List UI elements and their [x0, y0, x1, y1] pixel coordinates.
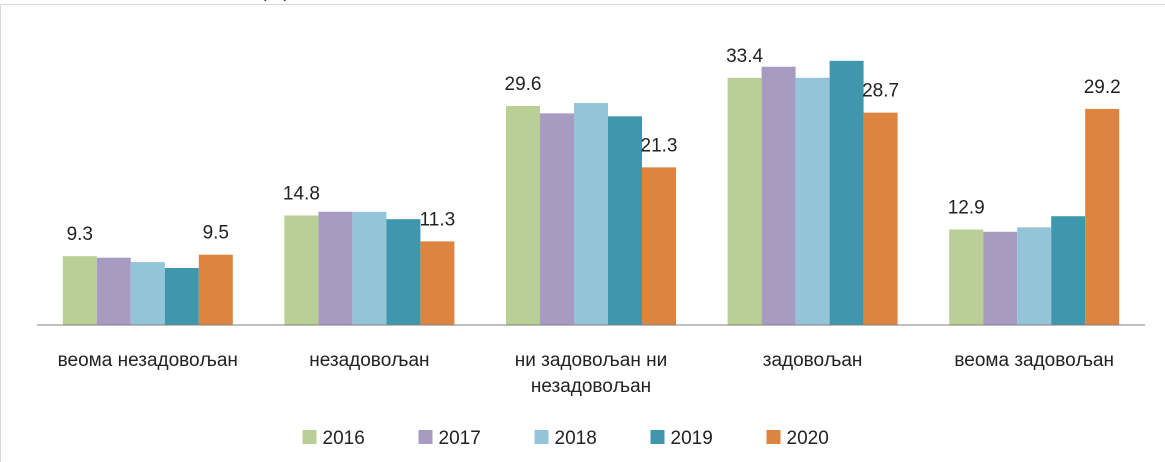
bar	[863, 112, 898, 326]
x-tick-label: задовољан	[762, 350, 863, 371]
legend-swatch	[650, 430, 665, 444]
bar	[795, 77, 830, 325]
bar	[761, 66, 796, 326]
bar	[949, 229, 984, 325]
x-tick-label: веома задовољан	[954, 350, 1114, 371]
bar	[164, 268, 199, 325]
x-tick-label: ни задовољан ни незадовољан	[514, 350, 668, 397]
legend-label: 2019	[671, 428, 713, 449]
data-label: 29.2	[1084, 77, 1121, 98]
bar	[198, 254, 233, 325]
bar	[96, 257, 131, 325]
bar	[386, 219, 421, 325]
bar	[983, 231, 1018, 325]
x-tick-label: незадовољан	[309, 350, 430, 371]
data-label: 21.3	[641, 135, 678, 156]
bar	[608, 116, 642, 325]
data-label: 11.3	[420, 209, 456, 230]
bar	[1017, 227, 1052, 325]
bar	[574, 103, 608, 325]
legend-label: 2017	[439, 428, 481, 449]
legend-swatch	[534, 430, 549, 444]
bar	[130, 262, 165, 325]
bar	[62, 256, 97, 325]
legend-label: 2018	[555, 428, 597, 449]
legend-swatch	[302, 430, 317, 444]
bar	[727, 77, 762, 325]
bar	[506, 105, 540, 326]
bar	[1085, 108, 1120, 325]
legend-swatch	[418, 430, 433, 444]
bar	[352, 211, 387, 325]
data-label: 28.7	[862, 81, 899, 102]
chart-title: (%)	[260, 0, 290, 2]
bar	[829, 60, 864, 325]
data-label: 29.6	[505, 74, 542, 95]
legend-label: 2016	[323, 428, 365, 449]
bar	[1051, 216, 1086, 325]
data-label: 14.8	[283, 183, 320, 204]
data-label: 33.4	[726, 46, 763, 67]
data-label: 12.9	[948, 198, 985, 219]
bar	[284, 215, 319, 325]
legend-label: 2020	[787, 428, 829, 449]
frame	[0, 4, 1165, 462]
bar	[642, 167, 676, 325]
bar	[318, 211, 353, 325]
x-tick-label: веома незадовољан	[57, 350, 238, 371]
bar	[540, 113, 574, 325]
data-label: 9.3	[67, 224, 93, 245]
bar	[420, 241, 455, 325]
legend-swatch	[766, 430, 781, 444]
data-label: 9.5	[203, 223, 229, 244]
